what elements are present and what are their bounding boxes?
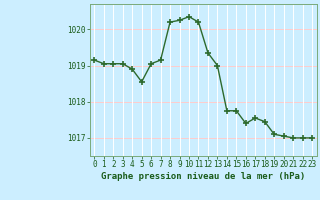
X-axis label: Graphe pression niveau de la mer (hPa): Graphe pression niveau de la mer (hPa) <box>101 172 305 181</box>
